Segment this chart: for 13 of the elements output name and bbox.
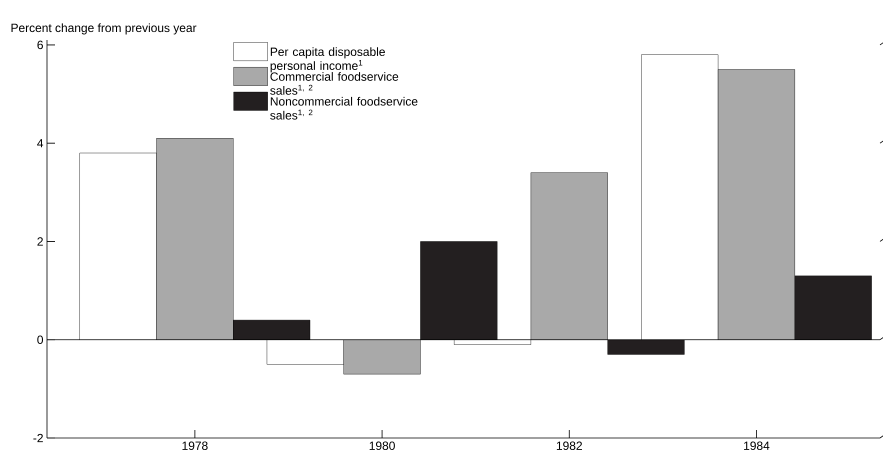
legend-label: Commercial foodservice sales$^{1, 2}$ [270,72,398,95]
y-axis-title: Percent change from previous year [12,23,196,34]
y-tick-label: 0 [37,336,44,344]
y-tick-label: 4 [37,139,44,148]
y-tick-label: 2 [37,237,43,246]
x-tick-label: 1980 [370,442,395,450]
legend-label: Per capita disposable personal income$^{1}$ [270,47,385,72]
y-tick-label: -2 [33,434,43,442]
legend-label: Noncommercial foodservice sales$^{1, 2}$ [270,96,418,120]
x-tick-label: 1982 [556,442,582,450]
y-tick-label: 6 [37,40,43,50]
x-tick-label: 1984 [744,442,770,450]
x-tick-label: 1978 [182,442,208,450]
